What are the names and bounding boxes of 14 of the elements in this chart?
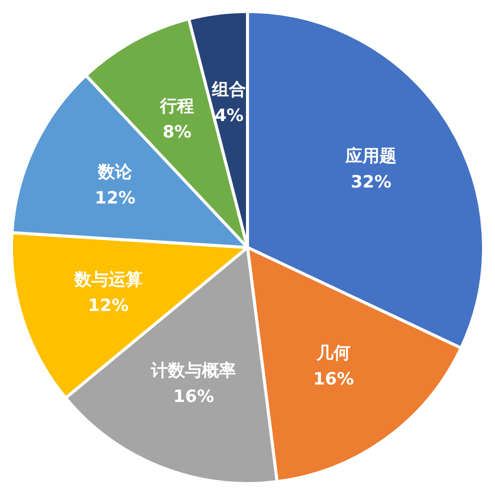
data-label: 12% [88,296,129,316]
data-label: 4% [214,106,244,126]
slice-label: 应用题 [344,146,397,167]
slice-label: 数与运算 [73,270,142,290]
slice-label: 几何 [316,343,351,364]
slice-label: 数论 [97,162,134,183]
slice-label: 计数与概率 [150,360,236,381]
data-label: 12% [94,188,136,209]
data-label: 32% [350,172,392,193]
data-label: 16% [313,369,354,390]
slice-label: 组合 [211,80,246,100]
data-label: 8% [162,122,192,143]
data-label: 16% [173,386,214,407]
slice-label: 行程 [159,96,194,117]
